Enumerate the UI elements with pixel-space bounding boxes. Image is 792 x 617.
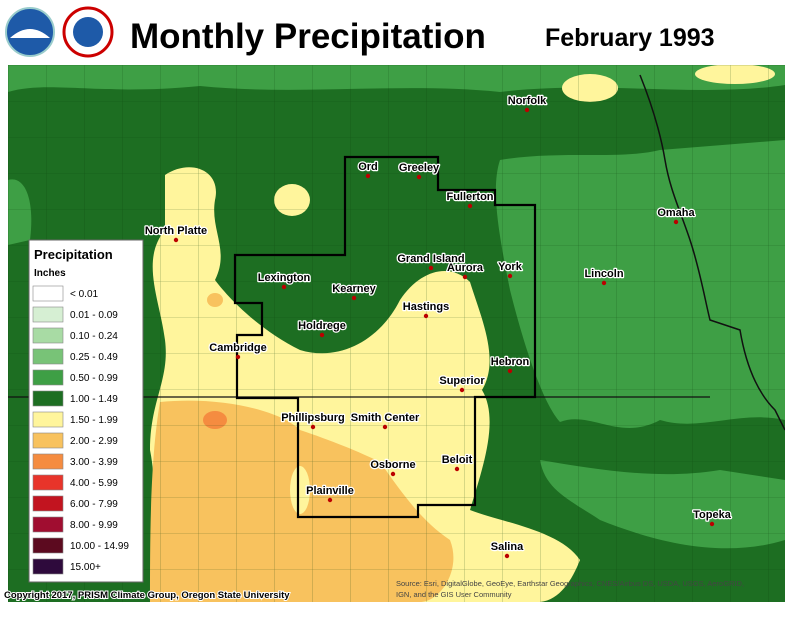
city-label: Lincoln xyxy=(584,268,623,280)
city-label: North Platte xyxy=(145,225,207,237)
city-label: Holdrege xyxy=(298,320,346,332)
city-dot xyxy=(507,273,513,279)
title: Monthly Precipitation xyxy=(130,17,486,56)
city-label: Beloit xyxy=(442,454,473,466)
legend-swatch xyxy=(32,453,64,470)
legend-label: 0.10 - 0.24 xyxy=(70,331,118,342)
legend-swatch xyxy=(32,306,64,323)
city-label: Topeka xyxy=(693,509,732,521)
city-label: Salina xyxy=(491,541,524,553)
city-dot xyxy=(709,521,715,527)
city-label: Cambridge xyxy=(209,342,266,354)
city-dot xyxy=(467,203,473,209)
legend-label: 1.50 - 1.99 xyxy=(70,415,118,426)
legend-swatch xyxy=(32,348,64,365)
city-dot xyxy=(454,466,460,472)
legend-swatch xyxy=(32,369,64,386)
city-dot xyxy=(673,219,679,225)
legend-swatch xyxy=(32,432,64,449)
city-dot xyxy=(327,497,333,503)
city-label: Hebron xyxy=(491,356,530,368)
city-dot xyxy=(390,471,396,477)
nws-logo-inner xyxy=(73,17,103,47)
city-label: Greeley xyxy=(399,162,440,174)
legend-label: 1.00 - 1.49 xyxy=(70,394,118,405)
city-dot xyxy=(351,295,357,301)
city-label: Aurora xyxy=(447,262,484,274)
city-label: Omaha xyxy=(657,207,695,219)
city-dot xyxy=(507,368,513,374)
city-label: Kearney xyxy=(332,283,376,295)
city-dot xyxy=(601,280,607,286)
city-dot xyxy=(428,265,434,271)
period: February 1993 xyxy=(545,24,715,52)
city-label: Smith Center xyxy=(351,412,420,424)
source-line: IGN, and the GIS User Community xyxy=(396,590,512,599)
city-label: Grand Island xyxy=(397,253,464,265)
city-dot xyxy=(423,313,429,319)
legend-label: 0.25 - 0.49 xyxy=(70,352,118,363)
legend-swatch xyxy=(32,474,64,491)
city-dot xyxy=(504,553,510,559)
city-label: Ord xyxy=(358,161,378,173)
city-dot xyxy=(235,354,241,360)
legend-swatch xyxy=(32,558,64,575)
legend-swatch xyxy=(32,285,64,302)
city-dot xyxy=(173,237,179,243)
legend-label: 2.00 - 2.99 xyxy=(70,436,118,447)
legend-label: < 0.01 xyxy=(70,289,99,300)
legend-swatch xyxy=(32,327,64,344)
legend-label: 10.00 - 14.99 xyxy=(70,541,129,552)
river-border xyxy=(639,74,785,431)
legend-label: 6.00 - 7.99 xyxy=(70,499,118,510)
city-label: Lexington xyxy=(258,272,311,284)
city-dot xyxy=(281,284,287,290)
legend-swatch xyxy=(32,537,64,554)
city-dot xyxy=(524,107,530,113)
legend-label: 0.01 - 0.09 xyxy=(70,310,118,321)
legend-title: Precipitation xyxy=(34,247,113,262)
legend-swatch xyxy=(32,411,64,428)
source-line: Source: Esri, DigitalGlobe, GeoEye, Eart… xyxy=(396,579,744,588)
city-dot xyxy=(310,424,316,430)
header: Monthly Precipitation February 1993 xyxy=(0,0,792,65)
legend-label: 0.50 - 0.99 xyxy=(70,373,118,384)
city-label: York xyxy=(498,261,523,273)
legend-units: Inches xyxy=(34,268,66,279)
city-label: Osborne xyxy=(370,459,415,471)
city-dot xyxy=(459,387,465,393)
city-dot xyxy=(416,174,422,180)
city-label: Fullerton xyxy=(446,191,493,203)
city-dot xyxy=(365,173,371,179)
map-area xyxy=(8,65,785,602)
office-boundary xyxy=(233,155,537,519)
header-bg xyxy=(0,0,792,65)
legend-swatch xyxy=(32,390,64,407)
city-label: Superior xyxy=(439,375,485,387)
city-dot xyxy=(382,424,388,430)
city-label: Norfolk xyxy=(508,95,547,107)
copyright: Copyright 2017, PRISM Climate Group, Ore… xyxy=(4,590,290,601)
legend-label: 15.00+ xyxy=(70,562,101,573)
legend-label: 4.00 - 5.99 xyxy=(70,478,118,489)
legend-swatch xyxy=(32,516,64,533)
cities: Norfolk Ord Greeley Fullerton North Platte Om… xyxy=(144,94,733,559)
noaa-logo-wave xyxy=(10,29,50,38)
city-label: Hastings xyxy=(403,301,449,313)
legend-label: 8.00 - 9.99 xyxy=(70,520,118,531)
city-label: Phillipsburg xyxy=(281,412,345,424)
legend-swatch xyxy=(32,495,64,512)
legend: Precipitation Inches < 0.01 0.01 - 0.09 0.… xyxy=(28,239,144,583)
city-label: Plainville xyxy=(306,485,354,497)
city-dot xyxy=(462,274,468,280)
city-dot xyxy=(319,332,325,338)
legend-label: 3.00 - 3.99 xyxy=(70,457,118,468)
